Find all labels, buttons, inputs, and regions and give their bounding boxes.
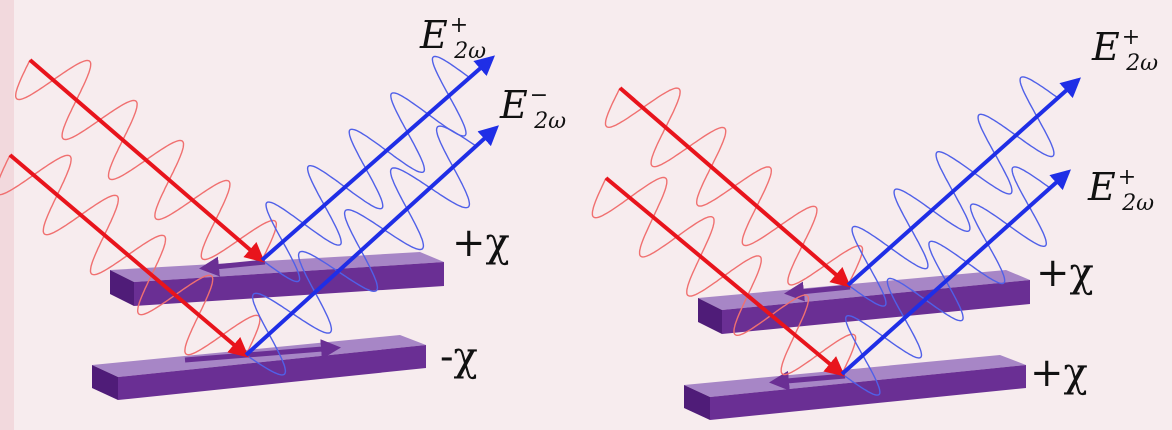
right-upper-slab bbox=[698, 270, 1030, 334]
right-upper-field-label: E+ 2ω bbox=[1091, 25, 1158, 76]
right-panel: E+ 2ω E+ 2ω +χ +χ bbox=[591, 25, 1158, 420]
right-reflected-beam-upper bbox=[846, 77, 1081, 287]
left-upper-chi-label: +χ bbox=[452, 220, 510, 266]
left-upper-slab bbox=[110, 252, 444, 306]
left-incident-beam-upper bbox=[28, 58, 266, 263]
right-incident-beam-upper bbox=[618, 86, 852, 288]
left-panel: E+ 2ω E− 2ω +χ -χ bbox=[0, 13, 566, 400]
right-lower-field-label: E+ 2ω bbox=[1087, 165, 1154, 216]
right-incident-beam-lower bbox=[604, 176, 846, 377]
left-lower-chi-label: -χ bbox=[440, 334, 478, 380]
right-reflected-beam-lower bbox=[840, 169, 1071, 376]
right-upper-chi-label: +χ bbox=[1036, 250, 1094, 296]
left-upper-field-label: E+ 2ω bbox=[419, 13, 486, 64]
left-edge-band bbox=[0, 0, 14, 430]
left-lower-field-label: E− 2ω bbox=[499, 83, 566, 134]
left-reflected-beam-upper bbox=[260, 55, 496, 262]
left-incident-beam-lower bbox=[8, 153, 250, 358]
right-lower-chi-label: +χ bbox=[1030, 350, 1088, 396]
left-lower-polarization-arrow bbox=[184, 339, 341, 363]
right-lower-polarization-arrow bbox=[769, 370, 846, 391]
left-reflected-beam-lower bbox=[244, 125, 499, 357]
right-upper-polarization-arrow bbox=[784, 281, 851, 302]
left-upper-polarization-arrow bbox=[199, 256, 266, 277]
